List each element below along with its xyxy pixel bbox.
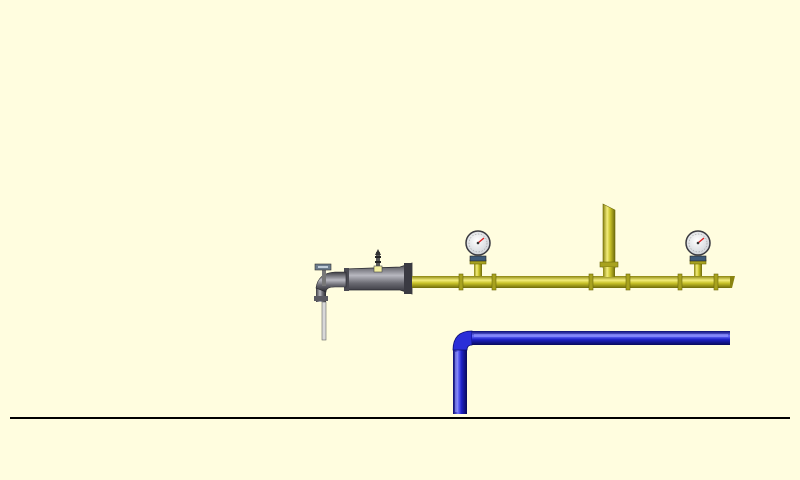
pressure-gauge-icon [685,230,711,276]
burner-nozzle [344,262,413,295]
vent-riser [599,203,619,277]
drain-rod [321,301,327,341]
inlet-elbow [314,271,347,302]
pressure-gauge-icon [465,230,491,276]
spark-plug-icon [373,249,383,273]
water-pipe [452,330,730,414]
gas-main-pipe [412,273,735,291]
valve-handle-icon [314,263,332,286]
